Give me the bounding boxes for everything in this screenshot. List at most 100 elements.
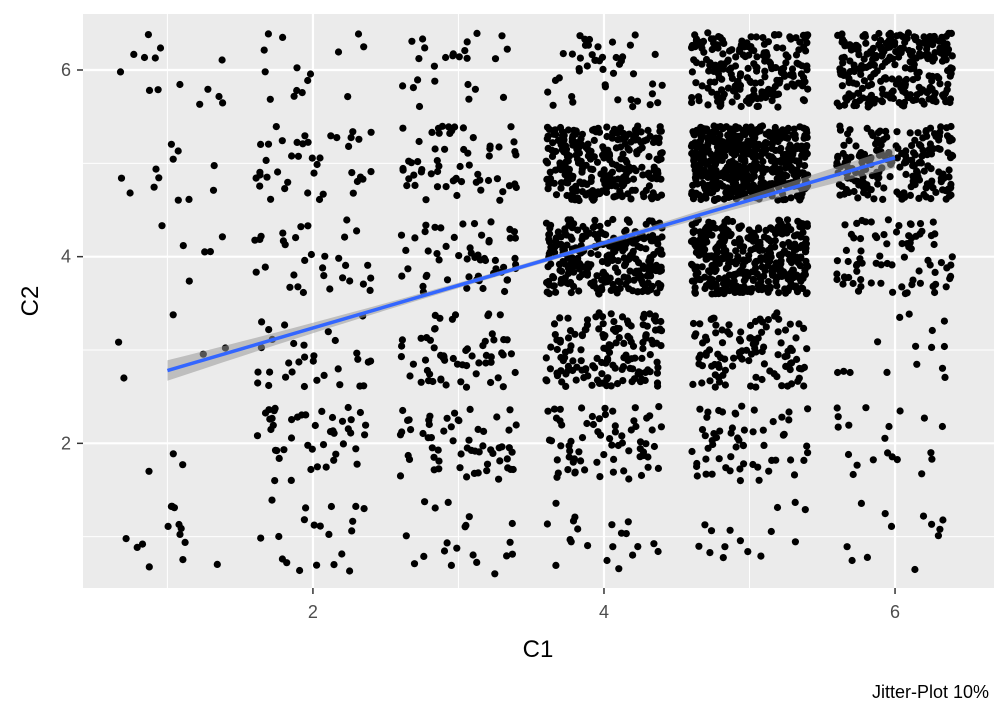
scatter-point: [215, 92, 223, 101]
scatter-point: [436, 314, 444, 322]
scatter-point: [290, 271, 298, 279]
scatter-point: [865, 62, 873, 70]
scatter-point: [742, 123, 750, 131]
scatter-point: [605, 348, 614, 356]
scatter-point: [760, 441, 768, 449]
scatter-point: [511, 254, 519, 262]
scatter-point: [845, 137, 853, 145]
scatter-point: [608, 168, 617, 176]
scatter-point: [263, 173, 271, 181]
scatter-point: [836, 122, 844, 130]
scatter-point: [939, 516, 947, 524]
scatter-point: [457, 178, 466, 186]
scatter-point: [846, 57, 854, 65]
scatter-point: [894, 78, 902, 86]
scatter-point: [702, 194, 710, 202]
scatter-point: [313, 561, 321, 569]
scatter-point: [861, 32, 870, 41]
scatter-point: [618, 313, 627, 321]
scatter-point: [766, 285, 774, 293]
scatter-point: [558, 378, 566, 386]
scatter-point: [479, 284, 487, 293]
scatter-point: [543, 135, 551, 143]
scatter-point: [549, 139, 557, 147]
scatter-point: [158, 222, 166, 230]
scatter-point: [695, 97, 703, 105]
scatter-point: [800, 74, 808, 82]
scatter-point: [430, 453, 438, 461]
scatter-point: [154, 86, 162, 94]
scatter-point: [596, 431, 605, 439]
scatter-point: [857, 499, 866, 507]
scatter-point: [711, 196, 719, 204]
scatter-point: [656, 123, 664, 131]
scatter-point: [306, 70, 315, 78]
scatter-point: [691, 288, 699, 296]
scatter-point: [783, 227, 791, 235]
scatter-point: [338, 550, 346, 558]
scatter-point: [459, 220, 467, 228]
scatter-point: [936, 80, 944, 88]
scatter-point: [937, 123, 945, 131]
scatter-point: [349, 189, 357, 197]
scatter-point: [510, 228, 518, 236]
scatter-point: [512, 183, 520, 192]
scatter-point: [620, 467, 628, 475]
scatter-point: [451, 311, 460, 319]
scatter-point: [488, 330, 496, 338]
scatter-point: [931, 230, 939, 238]
scatter-point: [408, 37, 416, 45]
scatter-point: [608, 521, 616, 529]
scatter-point: [557, 442, 565, 450]
scatter-point: [596, 473, 604, 481]
scatter-point: [405, 157, 413, 165]
scatter-point: [482, 359, 490, 367]
scatter-point: [553, 345, 561, 354]
scatter-point: [463, 255, 471, 263]
scatter-point: [549, 101, 557, 109]
scatter-point: [715, 455, 723, 463]
scatter-point: [698, 235, 706, 244]
scatter-point: [632, 255, 640, 263]
scatter-point: [638, 163, 646, 171]
scatter-point: [916, 88, 925, 96]
scatter-point: [889, 87, 897, 95]
scatter-point: [398, 342, 406, 350]
scatter-point: [639, 345, 647, 353]
scatter-point: [727, 142, 735, 150]
scatter-point: [600, 451, 608, 459]
scatter-point: [542, 376, 550, 384]
scatter-point: [484, 312, 492, 320]
scatter-point: [646, 351, 654, 359]
scatter-point: [140, 53, 149, 62]
scatter-point: [702, 351, 710, 359]
scatter-point: [710, 152, 718, 160]
scatter-point: [304, 138, 312, 146]
scatter-point: [893, 32, 901, 40]
scatter-point: [623, 317, 632, 325]
scatter-point: [732, 171, 741, 179]
scatter-point: [699, 179, 707, 187]
scatter-point: [348, 527, 356, 535]
scatter-point: [948, 253, 956, 261]
scatter-point: [763, 52, 771, 60]
scatter-point: [564, 314, 572, 322]
scatter-point: [700, 48, 708, 56]
scatter-point: [787, 280, 795, 288]
scatter-point: [893, 128, 901, 136]
scatter-point: [839, 149, 847, 158]
scatter-point: [646, 268, 654, 276]
scatter-point: [723, 163, 731, 171]
scatter-point: [704, 408, 712, 416]
scatter-point: [783, 163, 791, 171]
scatter-point: [477, 186, 485, 194]
scatter-point: [889, 288, 897, 296]
scatter-point: [769, 418, 777, 426]
scatter-point: [923, 151, 931, 159]
scatter-point: [542, 157, 550, 165]
scatter-point: [428, 444, 436, 452]
scatter-point: [617, 143, 625, 151]
scatter-point: [437, 375, 445, 383]
scatter-point: [315, 195, 324, 204]
scatter-point: [719, 50, 727, 58]
